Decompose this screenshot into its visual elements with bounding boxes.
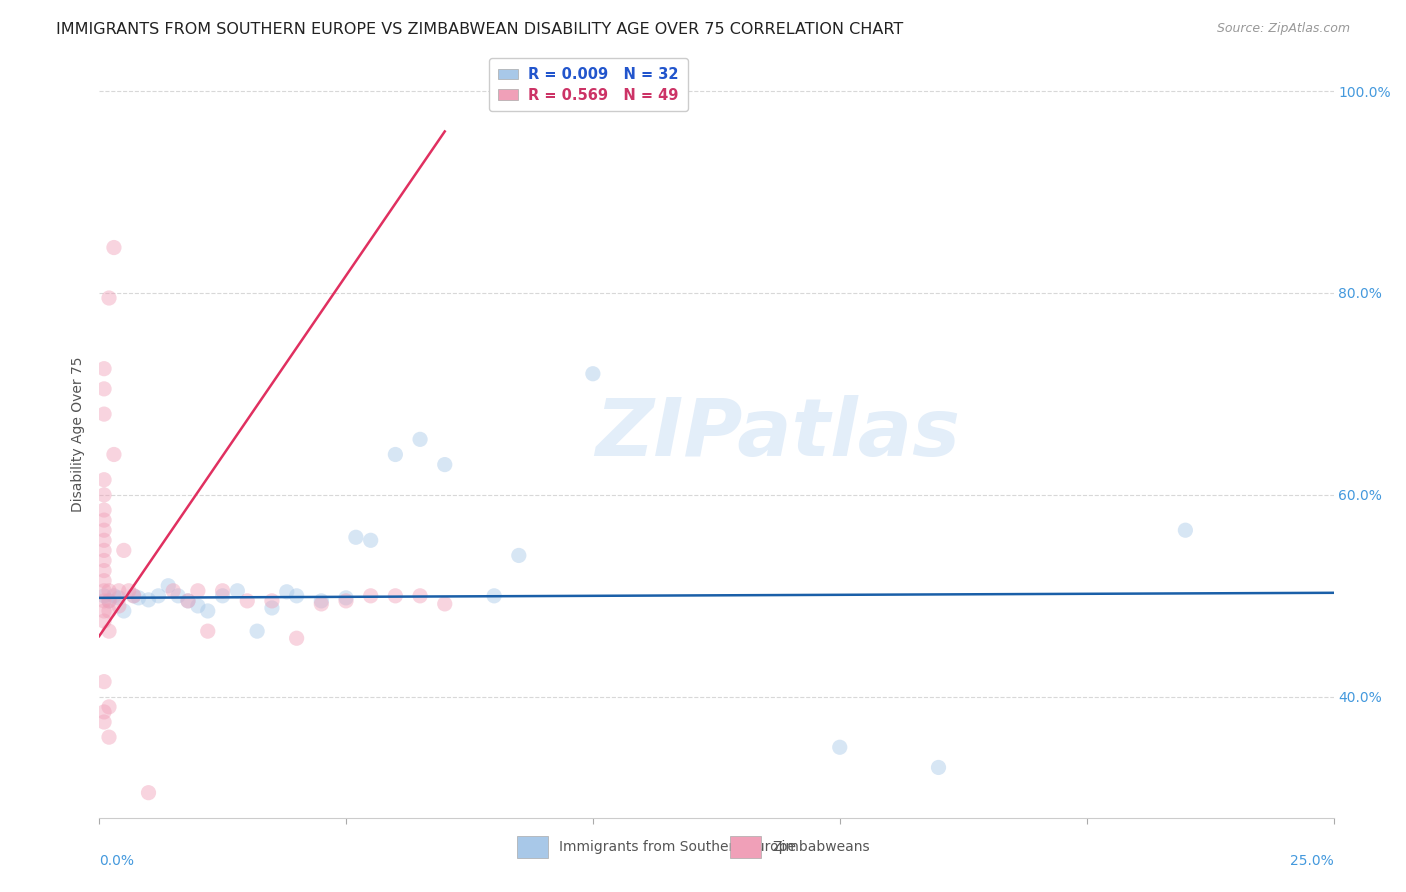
Point (226, 583, 249, 598)
Point (93, 503, 115, 517)
Point (93, 564, 115, 578)
Point (98, 624, 121, 639)
Point (197, 604, 219, 618)
Point (122, 589, 145, 603)
Point (93, 488, 115, 502)
Point (93, 604, 115, 618)
Point (93, 407, 115, 421)
Point (197, 624, 219, 639)
Point (118, 583, 141, 598)
Point (311, 594, 333, 608)
Point (187, 599, 209, 613)
Point (93, 523, 115, 537)
Point (409, 433, 432, 447)
Text: Source: ZipAtlas.com: Source: ZipAtlas.com (1216, 22, 1350, 36)
Point (335, 594, 357, 608)
Point (508, 549, 530, 563)
Point (103, 589, 125, 603)
Text: Zimbabweans: Zimbabweans (772, 840, 870, 855)
Point (335, 591, 357, 605)
Point (276, 584, 298, 599)
Point (112, 604, 135, 618)
Legend: R = 0.009   N = 32, R = 0.569   N = 49: R = 0.009 N = 32, R = 0.569 N = 49 (489, 58, 688, 112)
Point (93, 583, 115, 598)
Point (433, 597, 456, 611)
Point (138, 592, 160, 607)
Point (103, 241, 125, 255)
Point (98, 583, 121, 598)
Text: 25.0%: 25.0% (1289, 854, 1333, 868)
Point (93, 589, 115, 603)
Point (93, 513, 115, 527)
Point (360, 533, 382, 548)
Point (138, 786, 160, 800)
Point (344, 530, 367, 544)
Point (157, 579, 180, 593)
Point (93, 553, 115, 567)
Point (360, 589, 382, 603)
Point (162, 583, 184, 598)
Text: IMMIGRANTS FROM SOUTHERN EUROPE VS ZIMBABWEAN DISABILITY AGE OVER 75 CORRELATION: IMMIGRANTS FROM SOUTHERN EUROPE VS ZIMBA… (56, 22, 904, 37)
Point (93, 674, 115, 689)
Point (433, 458, 456, 472)
Point (177, 594, 200, 608)
Point (187, 583, 209, 598)
Point (311, 597, 333, 611)
Point (384, 448, 406, 462)
Point (236, 594, 259, 608)
Point (98, 699, 121, 714)
Point (108, 583, 131, 598)
Point (148, 589, 170, 603)
Point (98, 730, 121, 744)
Point (93, 533, 115, 548)
Point (98, 291, 121, 305)
Point (93, 614, 115, 628)
Point (122, 589, 145, 603)
Point (98, 594, 121, 608)
Point (167, 589, 190, 603)
Point (260, 594, 283, 608)
Point (98, 594, 121, 608)
Point (103, 448, 125, 462)
Point (409, 589, 432, 603)
Point (93, 594, 115, 608)
Point (582, 367, 605, 381)
Point (93, 574, 115, 588)
Point (482, 589, 505, 603)
Text: 0.0%: 0.0% (100, 854, 134, 868)
Point (93, 714, 115, 729)
Point (211, 589, 233, 603)
Point (98, 604, 121, 618)
Point (285, 632, 308, 646)
Point (128, 591, 150, 605)
Point (828, 740, 851, 755)
Y-axis label: Disability Age Over 75: Disability Age Over 75 (72, 357, 86, 512)
Text: Immigrants from Southern Europe: Immigrants from Southern Europe (558, 840, 796, 855)
Point (93, 543, 115, 558)
Point (928, 760, 950, 774)
Point (211, 583, 233, 598)
Point (108, 591, 131, 605)
Point (108, 599, 131, 613)
Point (93, 382, 115, 396)
Point (246, 624, 269, 639)
Point (177, 594, 200, 608)
Point (285, 589, 308, 603)
Point (93, 473, 115, 487)
Point (260, 601, 283, 615)
Text: ZIPatlas: ZIPatlas (596, 395, 960, 474)
Point (93, 361, 115, 376)
Point (93, 705, 115, 719)
Point (112, 543, 135, 558)
Point (1174, 523, 1197, 537)
Point (384, 589, 406, 603)
